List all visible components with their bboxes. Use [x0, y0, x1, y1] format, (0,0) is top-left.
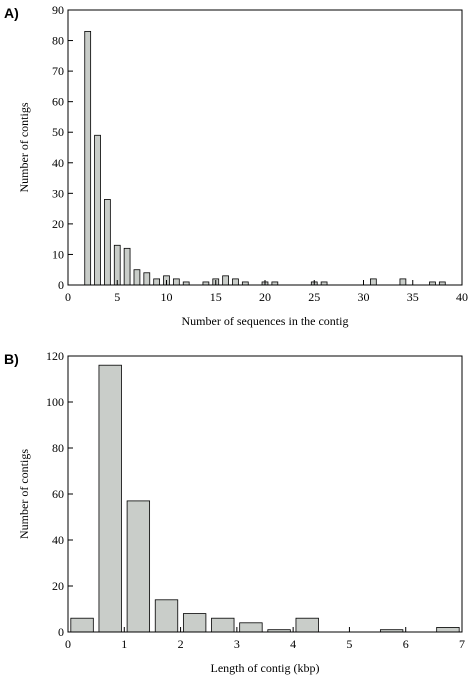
y-tick-label: 20: [52, 217, 64, 231]
bar: [154, 599, 179, 633]
y-tick-label: 120: [46, 349, 64, 363]
panel-label: A): [4, 5, 19, 21]
bar: [239, 622, 263, 633]
x-axis-label: Number of sequences in the contig: [182, 314, 349, 328]
bar: [153, 278, 161, 286]
x-tick-label: 35: [407, 290, 419, 304]
bar: [133, 269, 141, 286]
bar: [84, 30, 92, 286]
y-tick-label: 0: [58, 625, 64, 639]
x-tick-label: 4: [290, 637, 296, 651]
x-tick-label: 3: [234, 637, 240, 651]
x-tick-label: 1: [121, 637, 127, 651]
x-tick-label: 10: [161, 290, 173, 304]
y-tick-label: 20: [52, 579, 64, 593]
plot-frame: [67, 9, 463, 286]
y-tick-label: 0: [58, 278, 64, 292]
bar: [399, 278, 407, 286]
x-tick-label: 7: [459, 637, 465, 651]
x-tick-label: 30: [358, 290, 370, 304]
x-tick-label: 25: [308, 290, 320, 304]
y-tick-label: 60: [52, 95, 64, 109]
bar: [113, 244, 121, 286]
bar: [436, 627, 460, 633]
bar: [126, 500, 151, 633]
y-tick-label: 60: [52, 487, 64, 501]
x-axis-label: Length of contig (kbp): [211, 661, 320, 675]
y-tick-label: 80: [52, 34, 64, 48]
x-tick-label: 0: [65, 637, 71, 651]
x-tick-label: 15: [210, 290, 222, 304]
y-tick-label: 80: [52, 441, 64, 455]
y-tick-label: 40: [52, 533, 64, 547]
bar: [182, 613, 207, 633]
bar: [70, 617, 94, 633]
x-tick-label: 2: [178, 637, 184, 651]
y-tick-label: 40: [52, 156, 64, 170]
x-tick-label: 5: [114, 290, 120, 304]
bar: [172, 278, 180, 286]
y-tick-label: 10: [52, 247, 64, 261]
y-tick-label: 30: [52, 186, 64, 200]
bar: [123, 247, 131, 286]
x-tick-label: 0: [65, 290, 71, 304]
bar: [232, 278, 239, 286]
bar: [211, 617, 235, 633]
x-tick-label: 20: [259, 290, 271, 304]
bar: [143, 272, 151, 286]
bar: [104, 199, 111, 286]
bar: [94, 134, 101, 286]
y-tick-label: 70: [52, 64, 64, 78]
bar: [98, 364, 122, 633]
x-tick-label: 5: [346, 637, 352, 651]
bar: [295, 617, 319, 633]
y-axis-label: Number of contigs: [17, 102, 31, 192]
y-axis-label: Number of contigs: [17, 449, 31, 539]
bar: [369, 278, 377, 286]
y-tick-label: 50: [52, 125, 64, 139]
y-tick-label: 90: [52, 3, 64, 17]
x-tick-label: 6: [403, 637, 409, 651]
y-tick-label: 100: [46, 395, 64, 409]
panel-label: B): [4, 351, 19, 367]
x-tick-label: 40: [456, 290, 468, 304]
bar: [222, 275, 229, 286]
